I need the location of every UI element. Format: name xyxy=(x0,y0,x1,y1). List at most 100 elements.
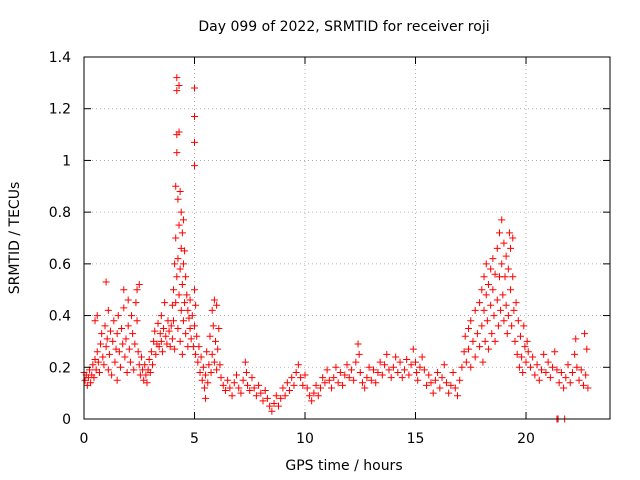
data-point xyxy=(216,361,224,369)
data-point xyxy=(489,255,497,263)
data-point xyxy=(312,381,320,389)
data-point xyxy=(507,286,515,294)
data-point xyxy=(414,376,422,384)
data-point xyxy=(120,304,128,312)
data-point xyxy=(451,384,459,392)
data-point xyxy=(110,317,118,325)
data-point xyxy=(224,376,232,384)
data-point xyxy=(196,368,204,376)
data-point xyxy=(566,379,574,387)
data-point xyxy=(172,234,180,242)
data-point xyxy=(191,322,199,330)
data-point xyxy=(488,330,496,338)
data-point xyxy=(447,381,455,389)
data-point xyxy=(347,366,355,374)
data-point xyxy=(323,366,331,374)
data-point xyxy=(328,384,336,392)
data-point xyxy=(458,363,466,371)
data-point xyxy=(288,374,296,382)
y-tick-label: 1.4 xyxy=(49,50,71,66)
data-point xyxy=(217,374,225,382)
data-point xyxy=(562,374,570,382)
data-point xyxy=(352,358,360,366)
data-point xyxy=(135,281,143,289)
data-point xyxy=(461,332,469,340)
data-point xyxy=(154,319,162,327)
data-point xyxy=(171,260,179,268)
data-point xyxy=(202,394,210,402)
data-point xyxy=(465,345,473,353)
data-point xyxy=(491,337,499,345)
data-point xyxy=(303,384,311,392)
data-point xyxy=(97,340,105,348)
data-point xyxy=(177,208,185,216)
data-point xyxy=(177,306,185,314)
data-point xyxy=(183,291,191,299)
data-point xyxy=(120,286,128,294)
data-point xyxy=(205,361,213,369)
data-point xyxy=(175,291,183,299)
data-point xyxy=(125,345,133,353)
data-point xyxy=(356,368,364,376)
data-point xyxy=(526,363,534,371)
data-point xyxy=(339,381,347,389)
data-point xyxy=(454,392,462,400)
data-point xyxy=(555,379,563,387)
data-point xyxy=(334,379,342,387)
data-point xyxy=(449,368,457,376)
data-point xyxy=(213,301,221,309)
data-point xyxy=(213,366,221,374)
data-point xyxy=(118,325,126,332)
data-point xyxy=(270,399,278,407)
data-point xyxy=(235,384,243,392)
data-point xyxy=(203,348,211,356)
data-point xyxy=(423,381,431,389)
x-tick-label: 20 xyxy=(517,431,535,447)
data-point xyxy=(133,286,141,294)
data-point xyxy=(577,366,585,374)
data-point xyxy=(579,381,587,389)
data-point xyxy=(513,350,521,358)
data-point xyxy=(149,361,157,369)
data-point xyxy=(503,330,511,338)
data-point xyxy=(248,374,256,382)
data-point xyxy=(281,392,289,400)
data-point xyxy=(104,306,112,314)
data-point xyxy=(374,368,382,376)
data-point xyxy=(405,371,413,379)
data-point xyxy=(191,162,199,170)
data-point xyxy=(166,343,174,351)
data-point xyxy=(495,229,503,237)
data-point xyxy=(529,353,537,361)
data-point xyxy=(438,374,446,382)
y-tick-label: 0.6 xyxy=(49,257,71,273)
data-point xyxy=(219,381,227,389)
data-point xyxy=(113,376,121,384)
data-point xyxy=(261,387,269,395)
data-point xyxy=(434,368,442,376)
data-point xyxy=(290,381,298,389)
data-point xyxy=(107,327,115,335)
data-point xyxy=(520,322,528,330)
data-point xyxy=(128,312,136,320)
y-tick-label: 1.2 xyxy=(49,102,71,118)
data-point xyxy=(519,368,527,376)
data-point xyxy=(336,368,344,376)
data-point xyxy=(263,394,271,402)
data-point xyxy=(178,350,186,358)
data-point xyxy=(483,317,491,325)
data-point xyxy=(226,384,234,392)
data-point xyxy=(130,366,138,374)
data-point xyxy=(126,358,134,366)
x-tick-label: 15 xyxy=(407,431,425,447)
data-point xyxy=(465,325,473,332)
data-point xyxy=(560,384,568,392)
data-point xyxy=(355,350,363,358)
data-point xyxy=(115,348,123,356)
data-point xyxy=(345,374,353,382)
data-point xyxy=(124,322,132,330)
data-point xyxy=(510,306,518,314)
data-point xyxy=(583,345,591,353)
y-axis-label: SRMTID / TECUs xyxy=(7,182,23,295)
data-point xyxy=(257,389,265,397)
